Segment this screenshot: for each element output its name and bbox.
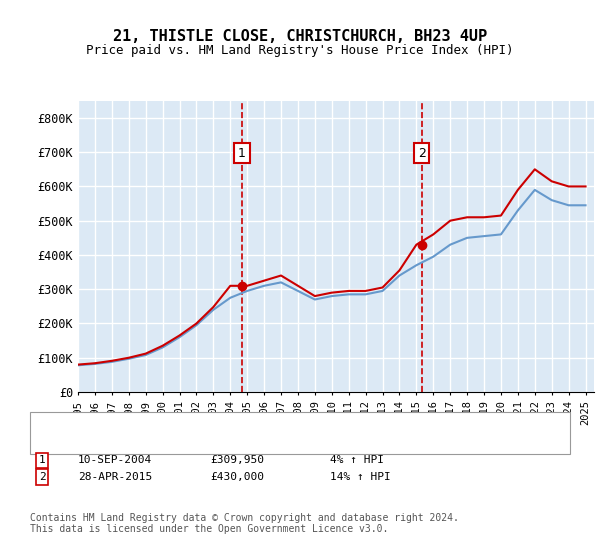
Text: 28-APR-2015: 28-APR-2015 [78,472,152,482]
Text: 14% ↑ HPI: 14% ↑ HPI [330,472,391,482]
Text: 10-SEP-2004: 10-SEP-2004 [78,455,152,465]
Text: 1: 1 [238,147,246,160]
Text: 2: 2 [418,147,426,160]
Text: 1: 1 [38,455,46,465]
Text: ─────: ───── [54,414,91,428]
Text: 2: 2 [38,472,46,482]
Text: Contains HM Land Registry data © Crown copyright and database right 2024.
This d: Contains HM Land Registry data © Crown c… [30,513,459,534]
Text: ─────: ───── [54,426,91,439]
Text: £309,950: £309,950 [210,455,264,465]
Text: 21, THISTLE CLOSE, CHRISTCHURCH, BH23 4UP (detached house): 21, THISTLE CLOSE, CHRISTCHURCH, BH23 4U… [114,416,476,426]
Text: £430,000: £430,000 [210,472,264,482]
Text: HPI: Average price, detached house, Bournemouth Christchurch and Poole: HPI: Average price, detached house, Bour… [114,427,551,437]
Text: 4% ↑ HPI: 4% ↑ HPI [330,455,384,465]
Text: 21, THISTLE CLOSE, CHRISTCHURCH, BH23 4UP: 21, THISTLE CLOSE, CHRISTCHURCH, BH23 4U… [113,29,487,44]
Text: Price paid vs. HM Land Registry's House Price Index (HPI): Price paid vs. HM Land Registry's House … [86,44,514,57]
